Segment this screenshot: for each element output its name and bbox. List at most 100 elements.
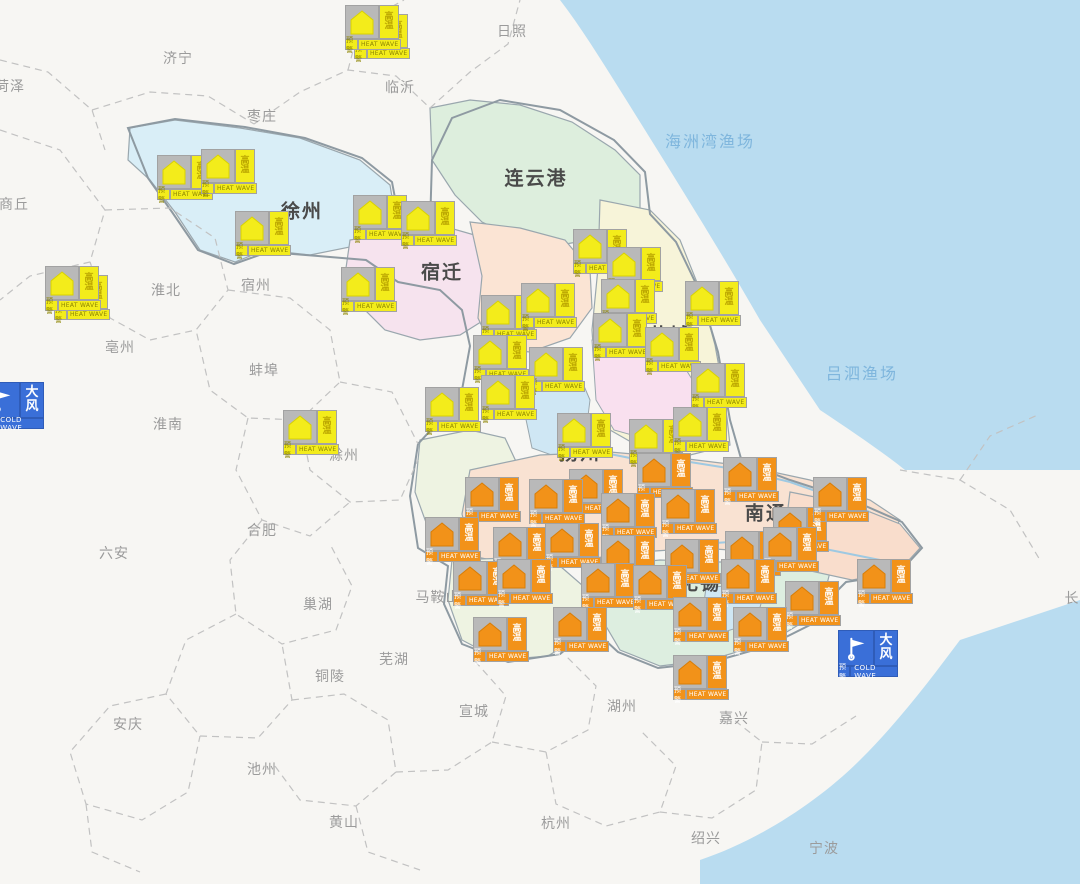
sea-label: 海洲湾渔场 <box>664 132 756 151</box>
heat-wave-icon <box>341 267 375 301</box>
heat-wave-icon <box>425 387 459 421</box>
heat-wave-icon <box>481 295 515 329</box>
warning-badge: 预警 <box>45 297 58 315</box>
warning-type-label-en: HEAT WAVE <box>674 523 718 534</box>
heat-wave-icon <box>201 149 235 183</box>
warning-type-label: 高温 <box>719 281 739 315</box>
heat-wave-icon <box>673 407 707 441</box>
warning-badge: 预警 <box>733 638 746 656</box>
city-label: 长 <box>1064 591 1080 607</box>
city-label: 宣城 <box>459 704 489 720</box>
warning-type-label: 高温 <box>627 313 647 347</box>
warning-type-label-en: HEAT WAVE <box>170 189 214 200</box>
heat-wave-icon <box>497 559 531 593</box>
warning-type-label-en: HEAT WAVE <box>736 491 780 502</box>
heat-wave-icon <box>685 281 719 315</box>
cold-wave-label-en: COLD WAVE <box>0 416 44 432</box>
wind-flag-glyph <box>0 392 11 412</box>
warning-badge: 预警 <box>673 438 686 456</box>
city-label: 芜湖 <box>379 652 409 668</box>
warning-badge: 预警 <box>201 180 214 198</box>
warning-type-label: 高温 <box>235 149 255 183</box>
warning-type-label-en: HEAT WAVE <box>534 317 578 328</box>
heat-wave-icon <box>481 375 515 409</box>
warning-type-label: 高温 <box>563 479 583 513</box>
warning-type-label-en: HEAT WAVE <box>686 441 730 452</box>
heat-wave-icon <box>545 523 579 557</box>
warning-type-label-en: HEAT WAVE <box>296 444 340 455</box>
warning-type-label: 高温 <box>435 201 455 235</box>
warning-type-label: 高温 <box>527 527 547 561</box>
heat-wave-icon <box>557 413 591 447</box>
warning-type-label: 高温 <box>847 477 867 511</box>
warning-type-label-en: HEAT WAVE <box>494 409 538 420</box>
warning-badge: 预警 <box>573 260 586 278</box>
warning-type-label: 高温 <box>591 413 611 447</box>
heat-wave-icon <box>763 527 797 561</box>
warning-badge: 预警 <box>235 242 248 260</box>
warning-type-label-en: HEAT WAVE <box>826 511 870 522</box>
warning-badge: 预警 <box>283 441 296 459</box>
warning-type-label: 高温 <box>635 279 655 313</box>
warning-type-label: 高温 <box>699 539 719 573</box>
warning-type-label-en: HEAT WAVE <box>570 447 614 458</box>
warning-type-label: 高温 <box>671 453 691 487</box>
heat-wave-icon <box>785 581 819 615</box>
warning-badge: 预警 <box>453 592 466 610</box>
warning-type-label-en: HEAT WAVE <box>698 315 742 326</box>
cold-wave-label-en: COLD WAVE <box>850 664 898 680</box>
warning-type-label: 高温 <box>641 247 661 281</box>
warning-type-label: 高温 <box>379 5 399 39</box>
warning-badge: 预警 <box>481 406 494 424</box>
heat-wave-icon <box>733 607 767 641</box>
cold-wave-label: 大风 <box>20 382 44 418</box>
